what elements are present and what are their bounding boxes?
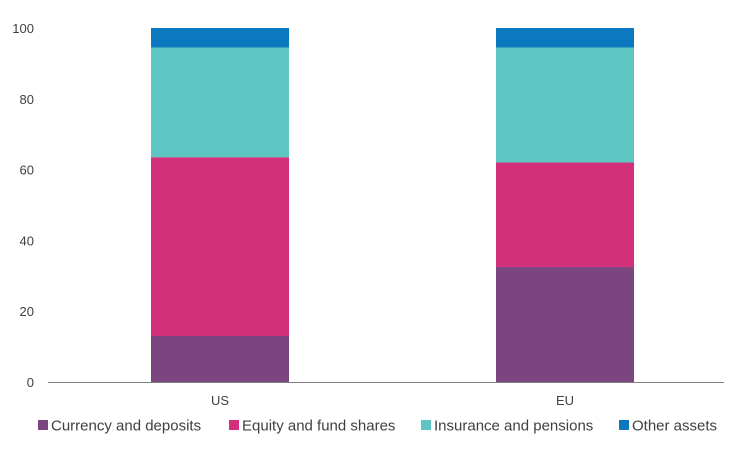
axis-layer: 0 20 40 60 80 100 US EU bbox=[12, 21, 724, 408]
bar-us-currency-and-deposits bbox=[151, 335, 289, 382]
y-tick-label: 100 bbox=[12, 21, 34, 36]
bar-eu-currency-and-deposits bbox=[496, 266, 634, 382]
legend-item-insurance-and-pensions: Insurance and pensions bbox=[421, 418, 593, 435]
legend-label: Other assets bbox=[632, 418, 717, 435]
legend-label: Equity and fund shares bbox=[242, 418, 395, 435]
bar-eu-equity-and-fund-shares bbox=[496, 162, 634, 267]
bar-us-insurance-and-pensions bbox=[151, 47, 289, 158]
y-tick-label: 20 bbox=[20, 304, 34, 319]
y-tick-label: 0 bbox=[27, 375, 34, 390]
legend-swatch bbox=[38, 420, 48, 430]
legend-label: Currency and deposits bbox=[51, 418, 201, 435]
y-tick-label: 40 bbox=[20, 233, 34, 248]
bars-layer bbox=[151, 28, 634, 382]
legend-item-equity-and-fund-shares: Equity and fund shares bbox=[229, 418, 395, 435]
legend-swatch bbox=[421, 420, 431, 430]
bar-us-equity-and-fund-shares bbox=[151, 157, 289, 336]
y-tick-label: 60 bbox=[20, 163, 34, 178]
legend-label: Insurance and pensions bbox=[434, 418, 593, 435]
bar-eu-insurance-and-pensions bbox=[496, 47, 634, 163]
bar-us-other-assets bbox=[151, 28, 289, 48]
legend-swatch bbox=[619, 420, 629, 430]
x-tick-label-eu: EU bbox=[556, 393, 574, 408]
legend-item-other-assets: Other assets bbox=[619, 418, 717, 435]
y-tick-label: 80 bbox=[20, 92, 34, 107]
legend-item-currency-and-deposits: Currency and deposits bbox=[38, 418, 201, 435]
x-tick-label-us: US bbox=[211, 393, 229, 408]
legend: Currency and deposits Equity and fund sha… bbox=[38, 418, 717, 435]
legend-swatch bbox=[229, 420, 239, 430]
bar-eu-other-assets bbox=[496, 28, 634, 48]
